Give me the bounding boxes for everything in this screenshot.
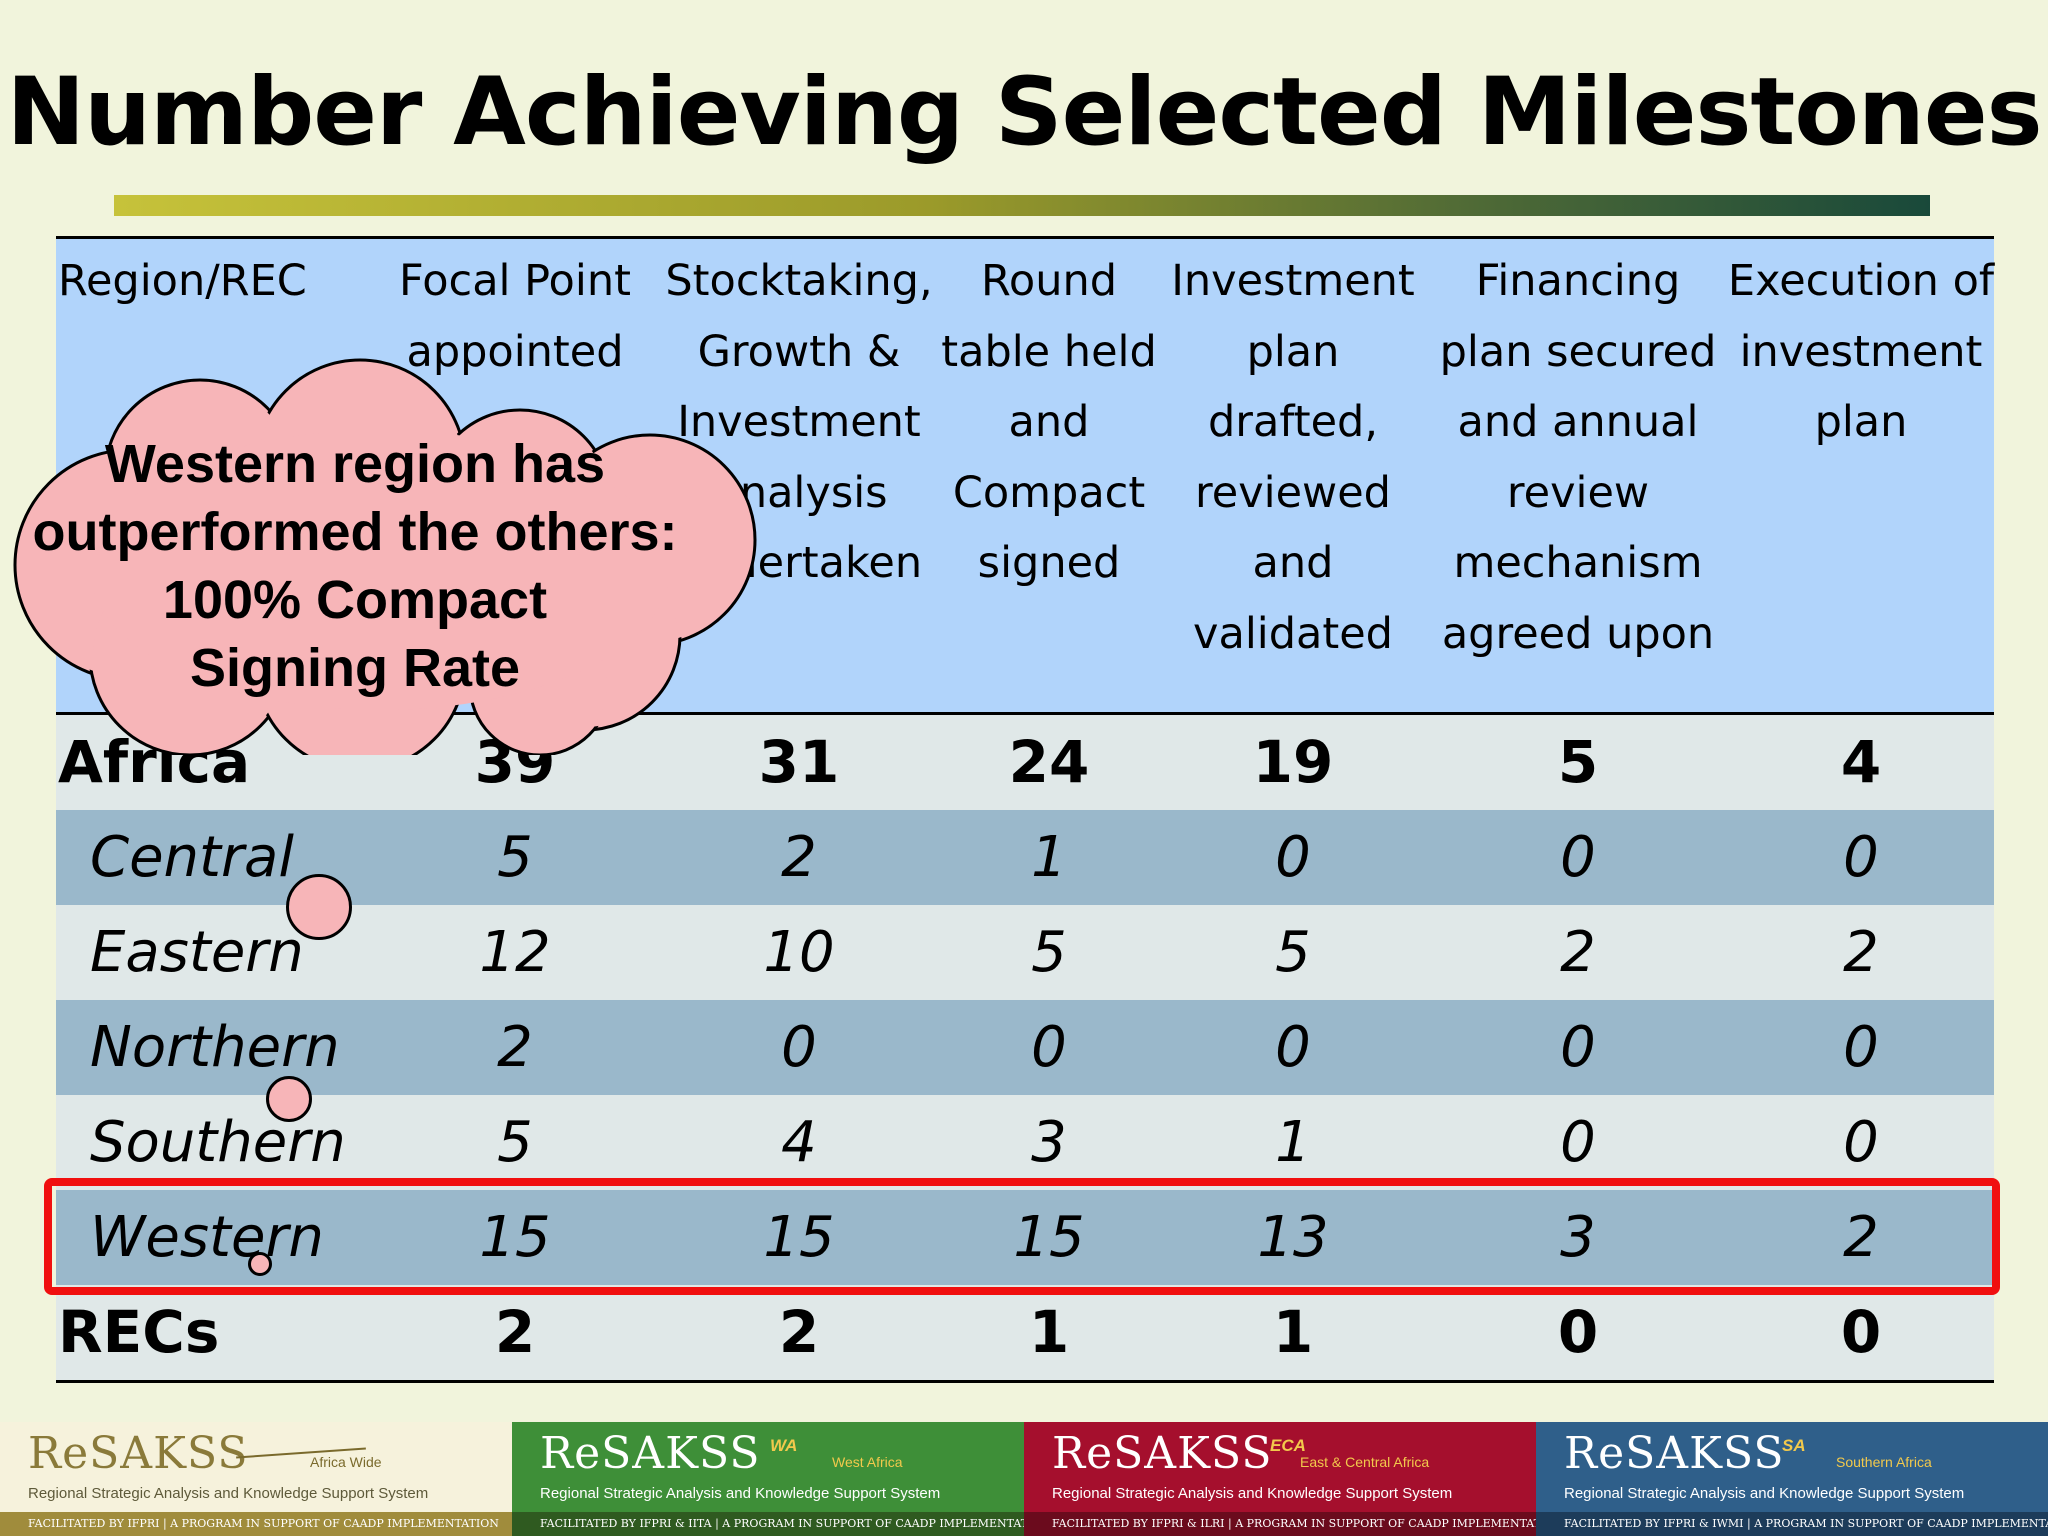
table-cell: 2 bbox=[1843, 920, 1879, 985]
table-cell: 15 bbox=[763, 1205, 835, 1270]
table-cell: 0 bbox=[1031, 1015, 1067, 1080]
table-cell: 10 bbox=[763, 920, 835, 985]
table-cell: 0 bbox=[1557, 1298, 1599, 1366]
table-cell: 0 bbox=[1560, 1015, 1596, 1080]
table-cell: 2 bbox=[1560, 920, 1596, 985]
table-cell: 0 bbox=[1275, 825, 1311, 890]
table-row-eastern: Eastern 12 10 5 5 2 2 bbox=[56, 905, 1994, 1000]
header-investment-plan: Investment plan drafted, reviewed and va… bbox=[1171, 256, 1415, 659]
table-cell: 2 bbox=[781, 825, 817, 890]
table-cell: 0 bbox=[1560, 1110, 1596, 1175]
logo-subtitle: Regional Strategic Analysis and Knowledg… bbox=[540, 1485, 941, 1502]
table-bottom-rule bbox=[56, 1380, 1994, 1383]
table-cell: 0 bbox=[1843, 825, 1879, 890]
table-cell: 0 bbox=[1843, 1015, 1879, 1080]
row-label: Central bbox=[90, 825, 294, 890]
table-cell: 5 bbox=[497, 825, 533, 890]
logo-subtitle: Regional Strategic Analysis and Knowledg… bbox=[28, 1485, 429, 1502]
header-focal-point: Focal Point appointed bbox=[399, 256, 631, 377]
resakss-wa-logo: ReSAKSS WA West Africa Regional Strategi… bbox=[512, 1422, 1024, 1536]
logo-brand: ReSAKSS bbox=[1564, 1428, 1785, 1479]
table-cell: 5 bbox=[1557, 728, 1599, 796]
resakss-eca-logo: ReSAKSS ECA East & Central Africa Region… bbox=[1024, 1422, 1536, 1536]
row-label: Western bbox=[90, 1205, 324, 1270]
resakss-sa-logo: ReSAKSS SA Southern Africa Regional Stra… bbox=[1536, 1422, 2048, 1536]
table-cell: 2 bbox=[494, 1298, 536, 1366]
logo-subtitle: Regional Strategic Analysis and Knowledg… bbox=[1564, 1485, 1965, 1502]
logo-sup: ECA bbox=[1270, 1436, 1306, 1455]
table-header-rule bbox=[56, 712, 1994, 715]
table-cell: 3 bbox=[1031, 1110, 1067, 1175]
table-cell: 19 bbox=[1252, 728, 1334, 796]
logo-region: West Africa bbox=[832, 1454, 903, 1470]
table-cell: 0 bbox=[1840, 1298, 1882, 1366]
logo-facilitation-bar: FACILITATED BY IFPRI & ILRI | A PROGRAM … bbox=[1024, 1512, 1536, 1536]
table-cell: 31 bbox=[758, 728, 840, 796]
header-region-rec: Region/REC bbox=[58, 256, 307, 306]
thought-bubble bbox=[248, 1252, 272, 1276]
header-round-table: Round table held and Compact signed bbox=[941, 256, 1157, 588]
logo-brand: ReSAKSS bbox=[540, 1428, 761, 1479]
logo-brand: ReSAKSS bbox=[1052, 1428, 1273, 1479]
table-cell: 24 bbox=[1008, 728, 1090, 796]
footer-logo-strip: ReSAKSS Africa Wide Regional Strategic A… bbox=[0, 1422, 2048, 1536]
table-cell: 3 bbox=[1560, 1205, 1596, 1270]
logo-region: Africa Wide bbox=[310, 1454, 382, 1470]
table-cell: 1 bbox=[1275, 1110, 1311, 1175]
table-cell: 0 bbox=[1275, 1015, 1311, 1080]
table-row-western: Western 15 15 15 13 3 2 bbox=[56, 1190, 1994, 1285]
logo-facilitation-bar: FACILITATED BY IFPRI & IWMI | A PROGRAM … bbox=[1536, 1512, 2048, 1536]
table-cell: 2 bbox=[778, 1298, 820, 1366]
slide-title: Number Achieving Selected Milestones bbox=[6, 58, 2042, 167]
header-execution: Execution of investment plan bbox=[1727, 256, 1995, 447]
callout-text: Western region has outperformed the othe… bbox=[32, 434, 678, 698]
table-top-rule bbox=[56, 236, 1994, 239]
table-cell: 0 bbox=[1843, 1110, 1879, 1175]
table-cell: 15 bbox=[479, 1205, 551, 1270]
title-divider bbox=[114, 195, 1930, 216]
row-label: Eastern bbox=[90, 920, 304, 985]
logo-sup: WA bbox=[770, 1436, 798, 1455]
logo-region: East & Central Africa bbox=[1300, 1454, 1430, 1470]
header-financing-plan: Financing plan secured and annual review… bbox=[1439, 256, 1717, 659]
logo-facilitation-bar: FACILITATED BY IFPRI & IITA | A PROGRAM … bbox=[512, 1512, 1024, 1536]
table-cell: 5 bbox=[1275, 920, 1311, 985]
row-label: RECs bbox=[58, 1298, 220, 1366]
table-cell: 13 bbox=[1257, 1205, 1329, 1270]
table-cell: 4 bbox=[781, 1110, 817, 1175]
table-cell: 2 bbox=[1843, 1205, 1879, 1270]
table-row-northern: Northern 2 0 0 0 0 0 bbox=[56, 1000, 1994, 1095]
table-row-central: Central 5 2 1 0 0 0 bbox=[56, 810, 1994, 905]
logo-sup: SA bbox=[1782, 1436, 1806, 1455]
table-cell: 5 bbox=[1031, 920, 1067, 985]
thought-bubble bbox=[286, 874, 352, 940]
row-label: Northern bbox=[90, 1015, 340, 1080]
table-row-southern: Southern 5 4 3 1 0 0 bbox=[56, 1095, 1994, 1190]
table-cell: 4 bbox=[1840, 728, 1882, 796]
table-cell: 15 bbox=[1013, 1205, 1085, 1270]
logo-region: Southern Africa bbox=[1836, 1454, 1932, 1470]
logo-subtitle: Regional Strategic Analysis and Knowledg… bbox=[1052, 1485, 1453, 1502]
table-cell: 5 bbox=[497, 1110, 533, 1175]
table-cell: 2 bbox=[497, 1015, 533, 1080]
row-label: Southern bbox=[90, 1110, 346, 1175]
table-cell: 0 bbox=[781, 1015, 817, 1080]
table-cell: 1 bbox=[1031, 825, 1067, 890]
table-row-recs: RECs 2 2 1 1 0 0 bbox=[56, 1285, 1994, 1380]
logo-brand: ReSAKSS bbox=[28, 1428, 249, 1479]
thought-cloud-callout bbox=[13, 358, 757, 755]
western-row-highlight bbox=[44, 1178, 2000, 1295]
resakss-africa-wide-logo: ReSAKSS Africa Wide Regional Strategic A… bbox=[0, 1422, 512, 1536]
table-cell: 0 bbox=[1560, 825, 1596, 890]
table-cell: 12 bbox=[479, 920, 551, 985]
logo-facilitation-bar: FACILITATED BY IFPRI | A PROGRAM IN SUPP… bbox=[0, 1512, 512, 1536]
table-cell: 1 bbox=[1028, 1298, 1070, 1366]
table-cell: 1 bbox=[1272, 1298, 1314, 1366]
thought-bubble bbox=[266, 1076, 312, 1122]
